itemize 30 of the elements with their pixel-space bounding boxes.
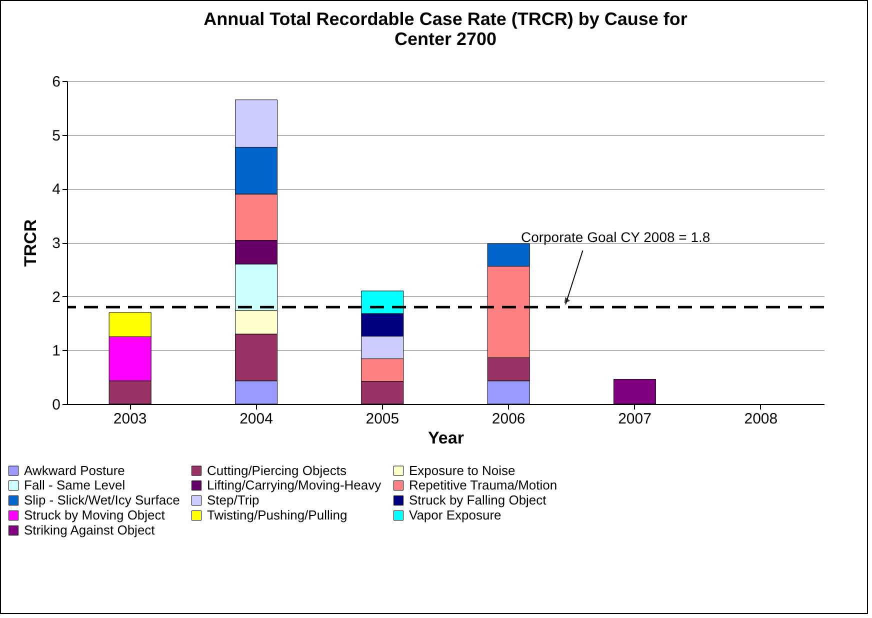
y-tick-label: 1 [52, 342, 60, 360]
x-tick-label: 2006 [492, 410, 526, 428]
legend-label: Exposure to Noise [409, 462, 516, 478]
x-tick-label: 2004 [240, 410, 273, 428]
legend-label: Striking Against Object [24, 522, 156, 538]
chart-title: Annual Total Recordable Case Rate (TRCR) by Cause for Center 2700 [204, 9, 688, 49]
y-tick-label: 3 [52, 235, 60, 252]
x-tick-label: 2003 [113, 410, 147, 428]
legend-label: Cutting/Piercing Objects [207, 462, 347, 478]
legend-label: Lifting/Carrying/Moving-Heavy [207, 478, 382, 492]
x-tick-label: 2008 [744, 410, 778, 428]
legend-label: Struck by Moving Object [24, 508, 166, 522]
y-tick-label: 0 [52, 396, 60, 414]
ref-line-label: Corporate Goal CY 2008 = 1.8 [520, 229, 710, 246]
legend-label: Vapor Exposure [409, 508, 502, 522]
legend-label: Step/Trip [207, 492, 260, 508]
y-tick-label: 4 [52, 181, 60, 198]
legend-label: Twisting/Pushing/Pulling [207, 508, 348, 522]
legend-label: Struck by Falling Object [409, 492, 547, 508]
legend-label: Fall - Same Level [24, 478, 126, 492]
y-axis-title: TRCR [21, 219, 40, 267]
y-tick-label: 5 [52, 127, 60, 144]
x-tick-label: 2007 [618, 410, 652, 428]
x-tick-label: 2005 [366, 410, 400, 428]
legend-label: Repetitive Trauma/Motion [409, 478, 558, 492]
y-tick-label: 6 [52, 74, 60, 90]
legend-label: Slip - Slick/Wet/Icy Surface [24, 492, 180, 508]
legend-label: Awkward Posture [24, 462, 125, 478]
x-axis-title: Year [428, 428, 464, 448]
y-tick-label: 2 [52, 288, 60, 306]
